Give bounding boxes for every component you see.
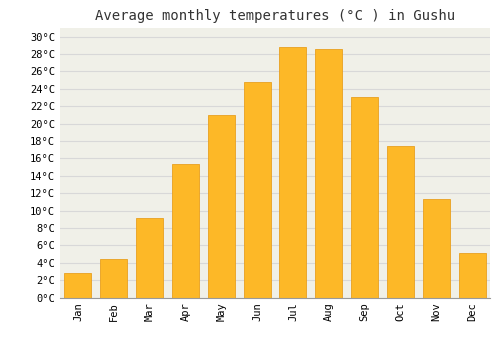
- Bar: [280, 47, 306, 298]
- Bar: [172, 163, 199, 298]
- Bar: [423, 199, 450, 298]
- Bar: [244, 82, 270, 298]
- Bar: [64, 273, 92, 298]
- Bar: [387, 146, 414, 298]
- Bar: [351, 97, 378, 298]
- Bar: [136, 217, 163, 298]
- Bar: [316, 49, 342, 298]
- Title: Average monthly temperatures (°C ) in Gushu: Average monthly temperatures (°C ) in Gu…: [95, 9, 455, 23]
- Bar: [100, 259, 127, 298]
- Bar: [458, 253, 485, 298]
- Bar: [208, 115, 234, 298]
